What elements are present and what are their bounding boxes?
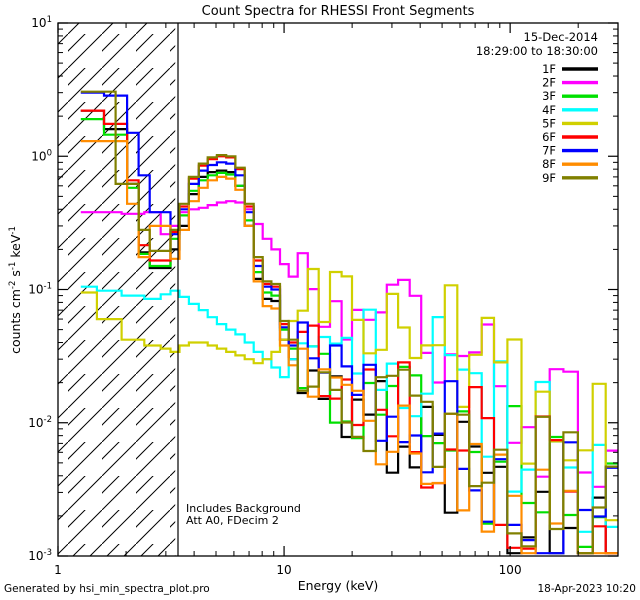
y-label-exp1: -2 (8, 281, 18, 289)
legend-label-2f[interactable]: 2F (542, 76, 556, 90)
footer-timestamp: 18-Apr-2023 10:20 (537, 583, 636, 595)
axis-tick-labels-layer: 1 10 100 101 100 10-1 10-2 10-3 (28, 15, 521, 577)
y-label-mid: s (8, 270, 23, 281)
legend-label-6f[interactable]: 6F (542, 130, 556, 144)
y-label-base: counts cm (8, 289, 23, 354)
x-axis-label: Energy (keV) (298, 578, 379, 593)
y-tick-label: 10-2 (28, 415, 52, 430)
spectrum-line-6f (80, 109, 618, 555)
axis-ticks-layer (57, 22, 619, 557)
y-tick-label: 10-3 (28, 548, 52, 563)
legend-label-9f[interactable]: 9F (542, 171, 556, 185)
spectrum-line-5f (80, 267, 618, 522)
spectrum-line-8f (80, 140, 618, 555)
x-tick-label: 10 (276, 563, 291, 577)
spectrum-line-4f (80, 285, 618, 533)
x-tick-label: 1 (54, 563, 62, 577)
spectrum-line-2f (80, 200, 618, 488)
y-tick-label: 101 (31, 15, 52, 30)
y-axis-label: counts cm-2 s-1 keV-1 (8, 226, 23, 354)
legend-label-4f[interactable]: 4F (542, 103, 556, 117)
observation-time-range: 18:29:00 to 18:30:00 (476, 44, 598, 58)
legend-label-3f[interactable]: 3F (542, 89, 556, 103)
legend-label-8f[interactable]: 8F (542, 157, 556, 171)
spectrum-line-9f (80, 90, 618, 555)
spectra-series-layer (80, 90, 618, 555)
observation-date: 15-Dec-2014 (524, 30, 598, 44)
x-tick-label: 100 (499, 563, 522, 577)
legend-label-7f[interactable]: 7F (542, 144, 556, 158)
y-label-exp2: -1 (8, 262, 18, 270)
y-label-mid2: keV (8, 234, 23, 261)
y-tick-label: 10-1 (28, 282, 52, 297)
y-label-exp3: -1 (8, 226, 18, 234)
chart-title: Count Spectra for RHESSI Front Segments (202, 4, 475, 19)
svg-text:counts cm-2 s-1 keV-1: counts cm-2 s-1 keV-1 (8, 226, 23, 354)
legend-label-5f[interactable]: 5F (542, 116, 556, 130)
annotation-attenuator: Att A0, FDecim 2 (186, 514, 279, 527)
annotation-includes-background: Includes Background (186, 502, 301, 515)
footer-generator: Generated by hsi_min_spectra_plot.pro (4, 583, 210, 595)
y-tick-label: 100 (31, 148, 52, 163)
legend-label-1f[interactable]: 1F (542, 62, 556, 76)
